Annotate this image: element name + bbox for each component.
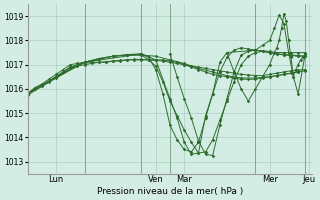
X-axis label: Pression niveau de la mer( hPa ): Pression niveau de la mer( hPa ) bbox=[97, 187, 243, 196]
